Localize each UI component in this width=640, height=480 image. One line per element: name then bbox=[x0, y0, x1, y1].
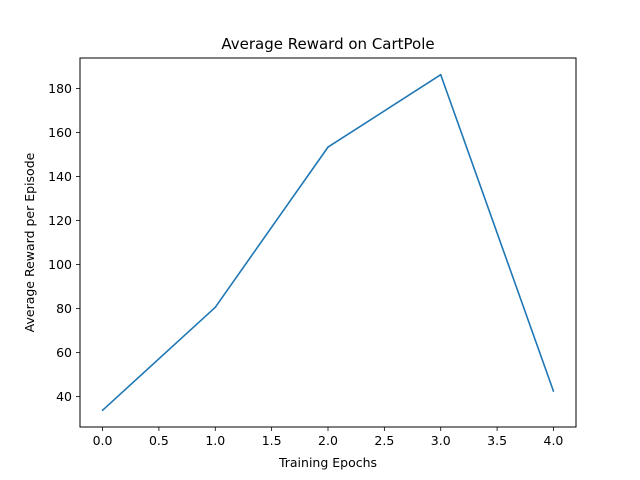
x-tick-label: 3.0 bbox=[431, 433, 451, 448]
y-tick-label: 40 bbox=[56, 389, 72, 404]
x-tick-label: 1.5 bbox=[262, 433, 282, 448]
y-tick-label: 140 bbox=[48, 169, 72, 184]
y-tick-label: 60 bbox=[56, 345, 72, 360]
data-point bbox=[327, 146, 329, 148]
y-tick-label: 100 bbox=[48, 257, 72, 272]
data-point bbox=[439, 73, 442, 76]
y-axis-label: Average Reward per Episode bbox=[22, 152, 37, 332]
y-tick-label: 80 bbox=[56, 301, 72, 316]
y-tick-label: 160 bbox=[48, 125, 72, 140]
plot-area bbox=[101, 73, 555, 412]
x-tick-label: 3.5 bbox=[487, 433, 507, 448]
data-point bbox=[214, 306, 217, 309]
chart-title: Average Reward on CartPole bbox=[221, 35, 434, 53]
y-tick-label: 180 bbox=[48, 81, 72, 96]
data-point bbox=[552, 390, 555, 392]
x-tick-label: 1.0 bbox=[205, 433, 225, 448]
data-point bbox=[101, 409, 104, 412]
x-axis-label: Training Epochs bbox=[278, 455, 377, 470]
x-tick-label: 2.0 bbox=[318, 433, 338, 448]
y-axis: 40 60 80 100 120 140 160 180 bbox=[48, 81, 80, 404]
x-tick-label: 0.5 bbox=[149, 433, 169, 448]
y-tick-label: 120 bbox=[48, 213, 72, 228]
x-tick-label: 4.0 bbox=[544, 433, 564, 448]
x-axis: 0.0 0.5 1.0 1.5 2.0 2.5 3.0 3.5 4.0 bbox=[93, 427, 564, 448]
x-tick-label: 0.0 bbox=[93, 433, 113, 448]
x-tick-label: 2.5 bbox=[374, 433, 394, 448]
